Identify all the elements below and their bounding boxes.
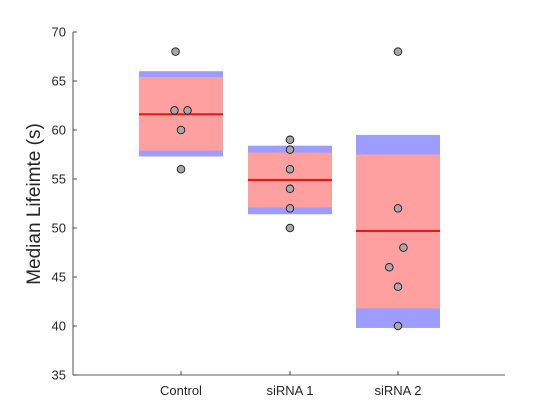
data-point: [393, 282, 403, 292]
data-point: [170, 106, 179, 115]
y-tick-label: 60: [52, 123, 66, 138]
x-tick-label: siRNA 2: [375, 383, 422, 398]
data-point: [399, 243, 408, 252]
y-tick-label: 35: [52, 368, 66, 383]
y-tick-label: 45: [52, 270, 66, 285]
data-point: [183, 106, 192, 115]
data-point: [285, 184, 295, 194]
point-layer: [170, 47, 408, 331]
mean-line-layer: [139, 113, 440, 233]
data-point: [393, 204, 403, 213]
axes-layer: [72, 32, 505, 376]
data-point: [393, 321, 403, 331]
y-tick-label: 40: [52, 319, 66, 334]
data-point: [285, 145, 295, 154]
data-point: [171, 47, 180, 56]
data-point: [285, 223, 295, 233]
y-tick-label: 70: [52, 25, 66, 40]
y-tick-label: 65: [52, 74, 66, 89]
data-point: [176, 164, 186, 174]
y-tick-label: 50: [52, 221, 66, 236]
data-point: [393, 47, 403, 56]
x-tick-layer: Control siRNA 1 siRNA 2: [160, 371, 421, 398]
y-tick-layer: 35 40 45 50 55 60 65 70: [52, 25, 77, 383]
data-point: [385, 262, 394, 272]
y-tick-label: 55: [52, 172, 66, 187]
data-point: [285, 135, 295, 145]
data-point: [176, 125, 186, 135]
x-tick-label: Control: [160, 383, 202, 398]
x-tick-label: siRNA 1: [267, 383, 314, 398]
y-axis-label: Median Lifeimte (s): [24, 123, 45, 285]
data-point: [285, 204, 295, 213]
data-point: [285, 164, 295, 174]
